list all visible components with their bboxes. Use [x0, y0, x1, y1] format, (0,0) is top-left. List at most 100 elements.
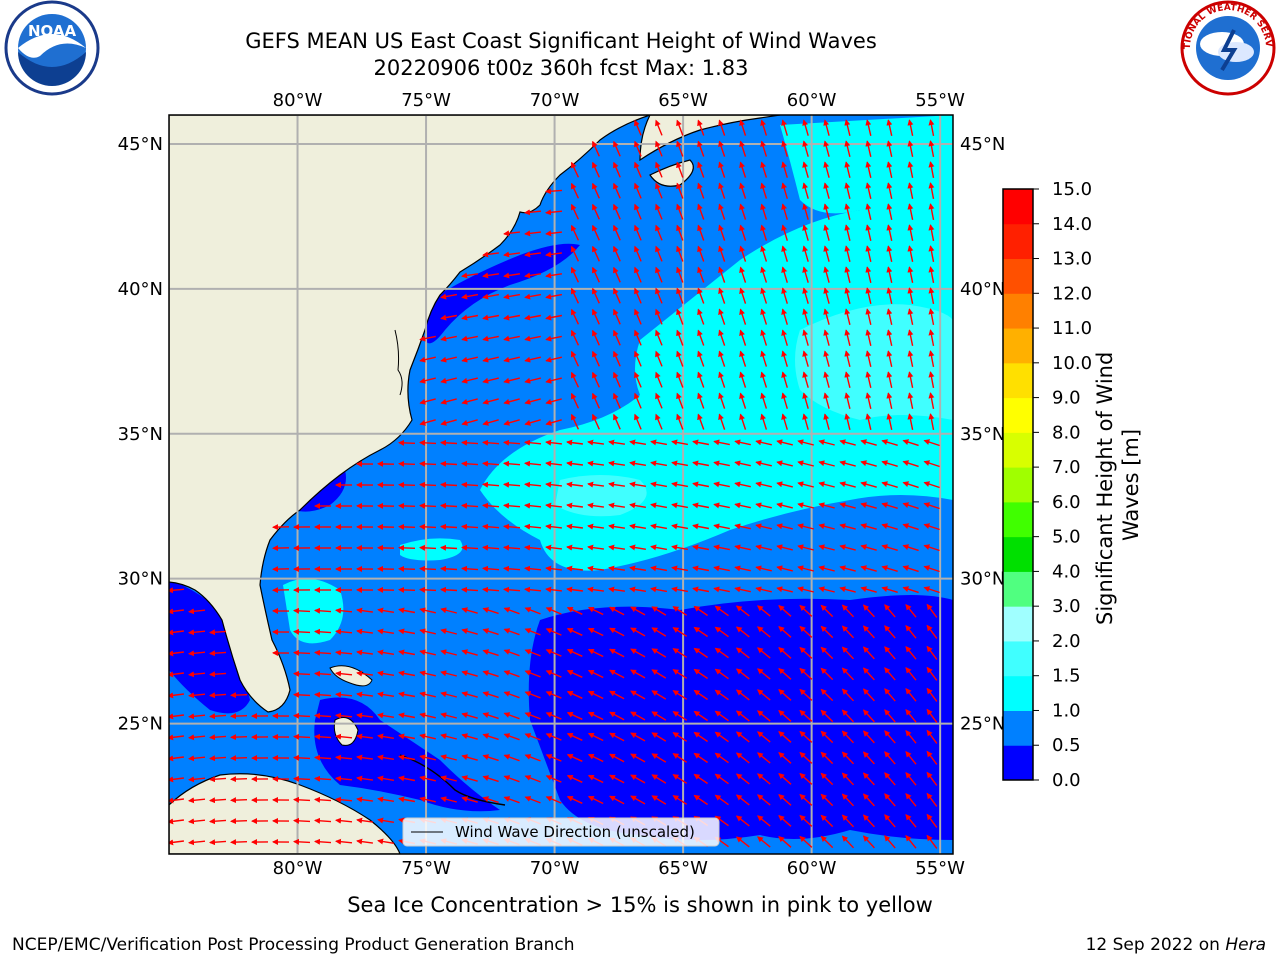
wind-wave-arrow: [905, 793, 917, 807]
wind-wave-arrow: [907, 182, 914, 199]
wind-wave-arrow: [419, 419, 436, 426]
wind-wave-arrow: [503, 439, 521, 446]
wind-wave-arrow: [609, 669, 625, 679]
colorbar-tick-label: 0.0: [1052, 770, 1081, 791]
wind-wave-arrow: [545, 356, 562, 363]
wind-wave-arrow: [545, 209, 563, 216]
wind-wave-arrow: [841, 772, 855, 786]
wind-wave-arrow: [524, 649, 541, 657]
wind-wave-arrow: [928, 329, 935, 347]
wind-wave-arrow: [839, 565, 856, 572]
wind-wave-arrow: [592, 308, 600, 325]
wind-wave-arrow: [692, 565, 710, 572]
wind-wave-arrow: [377, 712, 395, 719]
wind-wave-arrow: [839, 439, 856, 446]
wind-wave-arrow: [440, 523, 458, 530]
wind-wave-arrow: [862, 709, 875, 723]
wind-wave-arrow: [778, 710, 792, 722]
wind-wave-arrow: [503, 649, 520, 657]
wind-wave-arrow: [818, 439, 835, 446]
wind-wave-arrow: [356, 838, 373, 845]
wind-wave-arrow: [839, 460, 856, 467]
wind-wave-arrow: [398, 775, 416, 782]
colorbar-swatch: [1003, 640, 1033, 677]
wind-wave-arrow: [734, 481, 751, 488]
wind-wave-arrow: [844, 287, 851, 304]
wind-wave-arrow: [419, 460, 437, 467]
wind-wave-arrow: [676, 371, 684, 388]
wind-wave-arrow: [440, 314, 458, 321]
wind-wave-arrow: [482, 481, 500, 488]
wind-wave-arrow: [739, 203, 747, 220]
wind-wave-arrow: [797, 523, 814, 530]
lon-label-bottom: 80°W: [273, 858, 323, 879]
wind-wave-arrow: [587, 690, 604, 700]
wind-wave-arrow: [865, 266, 872, 283]
wind-wave-arrow: [634, 140, 642, 157]
wind-wave-arrow: [188, 629, 206, 636]
wind-wave-arrow: [482, 628, 499, 636]
wind-wave-arrow: [823, 245, 830, 262]
lat-label-right: 25°N: [960, 714, 1005, 735]
wind-wave-arrow: [209, 755, 227, 762]
wind-wave-arrow: [440, 335, 457, 342]
wind-wave-arrow: [928, 119, 935, 137]
wind-wave-arrow: [566, 502, 583, 509]
wind-wave-arrow: [718, 140, 726, 157]
wind-wave-arrow: [692, 544, 710, 551]
wind-wave-arrow: [566, 691, 583, 699]
wind-wave-arrow: [419, 670, 436, 677]
wind-wave-arrow: [209, 671, 227, 678]
wind-wave-arrow: [524, 439, 542, 446]
wind-wave-arrow: [609, 732, 625, 742]
wind-wave-arrow: [419, 502, 437, 509]
wind-wave-arrow: [676, 266, 684, 283]
wind-wave-arrow: [461, 586, 479, 593]
wind-wave-arrow: [776, 586, 793, 593]
wind-wave-arrow: [651, 795, 667, 805]
wind-wave-arrow: [693, 605, 708, 617]
wind-wave-arrow: [461, 523, 479, 530]
colorbar-swatch: [1003, 432, 1033, 468]
wind-wave-arrow: [592, 371, 600, 388]
wind-wave-arrow: [739, 140, 747, 157]
wind-wave-arrow: [545, 251, 562, 258]
lat-label-left: 35°N: [118, 424, 163, 445]
wind-wave-arrow: [797, 460, 814, 467]
wind-wave-arrow: [671, 439, 689, 446]
wind-wave-arrow: [209, 629, 227, 636]
wind-wave-arrow: [802, 413, 809, 430]
wind-wave-arrow: [209, 713, 227, 720]
wind-wave-arrow: [881, 502, 898, 509]
wind-wave-arrow: [377, 628, 395, 635]
wind-wave-arrow: [609, 606, 625, 616]
wind-wave-arrow: [609, 690, 625, 700]
wind-wave-arrow: [860, 439, 877, 446]
wind-wave-arrow: [503, 565, 521, 572]
wind-wave-arrow: [802, 203, 809, 220]
wind-wave-arrow: [739, 266, 747, 283]
wind-wave-arrow: [693, 689, 708, 701]
wind-wave-arrow: [524, 607, 541, 615]
wind-wave-arrow: [907, 224, 914, 241]
wind-wave-arrow: [739, 224, 747, 241]
wind-wave-arrow: [169, 713, 184, 720]
wind-wave-arrow: [718, 413, 726, 430]
wind-wave-arrow: [230, 797, 248, 804]
colorbar-swatch: [1003, 745, 1033, 781]
wind-wave-arrow: [902, 586, 919, 594]
wind-wave-arrow: [209, 650, 227, 657]
wind-wave-arrow: [440, 377, 457, 384]
wind-wave-arrow: [524, 502, 542, 509]
wind-wave-arrow: [587, 795, 604, 805]
wind-wave-arrow: [398, 565, 416, 572]
wind-wave-arrow: [609, 753, 625, 763]
wind-wave-arrow: [356, 649, 373, 656]
wind-wave-arrow: [713, 586, 730, 593]
machine-name: Hera: [1225, 935, 1266, 955]
wind-wave-arrow: [209, 776, 227, 783]
wind-wave-arrow: [503, 523, 521, 530]
wind-wave-arrow: [461, 398, 478, 405]
wind-wave-arrow: [630, 606, 646, 616]
wind-wave-arrow: [293, 796, 311, 803]
